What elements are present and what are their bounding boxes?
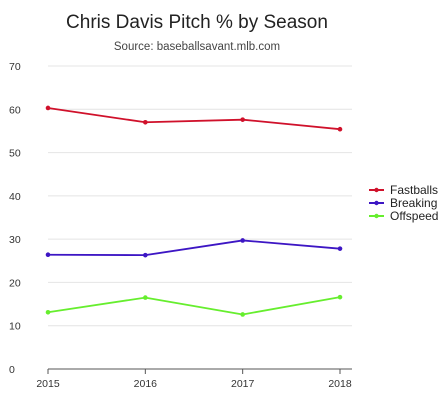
legend-label-fastballs: Fastballs xyxy=(390,183,438,197)
series-lines xyxy=(45,105,343,317)
data-point-offspeed-2018 xyxy=(337,294,343,300)
y-tick-label-30: 30 xyxy=(9,234,21,246)
legend-marker-fastballs xyxy=(374,187,379,193)
legend-marker-offspeed xyxy=(374,213,379,219)
y-tick-label-60: 60 xyxy=(9,104,21,116)
legend-label-offspeed: Offspeed xyxy=(390,209,438,223)
series-line-breaking xyxy=(47,239,341,257)
series-line-fastballs xyxy=(47,107,341,131)
y-tick-label-40: 40 xyxy=(9,191,21,203)
x-tick-label-2017: 2017 xyxy=(231,378,255,390)
y-tick-label-70: 70 xyxy=(9,61,21,73)
gridlines xyxy=(48,65,352,327)
chart-subtitle: Source: baseballsavant.mlb.com xyxy=(114,41,280,53)
data-point-fastballs-2017 xyxy=(240,117,245,122)
data-point-offspeed-2015 xyxy=(45,309,51,315)
y-tick-label-50: 50 xyxy=(9,148,21,160)
y-tick-label-10: 10 xyxy=(9,321,21,333)
x-tick-label-2018: 2018 xyxy=(328,378,352,390)
y-axis-ticks: 0 10 20 30 40 50 60 70 xyxy=(9,61,21,376)
data-point-offspeed-2016 xyxy=(143,295,148,300)
data-point-breaking-2015 xyxy=(45,252,51,258)
series-line-offspeed xyxy=(47,296,341,316)
y-tick-label-0: 0 xyxy=(9,364,15,376)
legend-label-breaking: Breaking xyxy=(390,196,437,210)
data-point-breaking-2017 xyxy=(240,238,245,243)
data-point-breaking-2018 xyxy=(337,246,343,251)
data-point-fastballs-2015 xyxy=(45,105,51,111)
data-point-breaking-2016 xyxy=(143,252,148,258)
legend-marker-breaking xyxy=(374,200,379,206)
data-point-offspeed-2017 xyxy=(240,312,245,317)
data-point-fastballs-2018 xyxy=(337,126,343,132)
chart-title: Chris Davis Pitch % by Season xyxy=(66,12,328,33)
x-tick-label-2015: 2015 xyxy=(36,378,60,390)
y-tick-label-20: 20 xyxy=(9,277,21,289)
x-axis: 2015 2016 2017 2018 xyxy=(36,368,352,390)
x-tick-label-2016: 2016 xyxy=(134,378,158,390)
data-point-fastballs-2016 xyxy=(143,119,148,125)
